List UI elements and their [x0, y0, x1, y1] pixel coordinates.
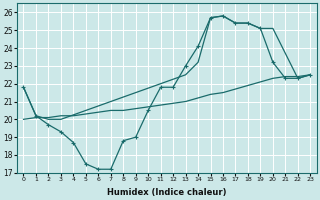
X-axis label: Humidex (Indice chaleur): Humidex (Indice chaleur)	[107, 188, 227, 197]
